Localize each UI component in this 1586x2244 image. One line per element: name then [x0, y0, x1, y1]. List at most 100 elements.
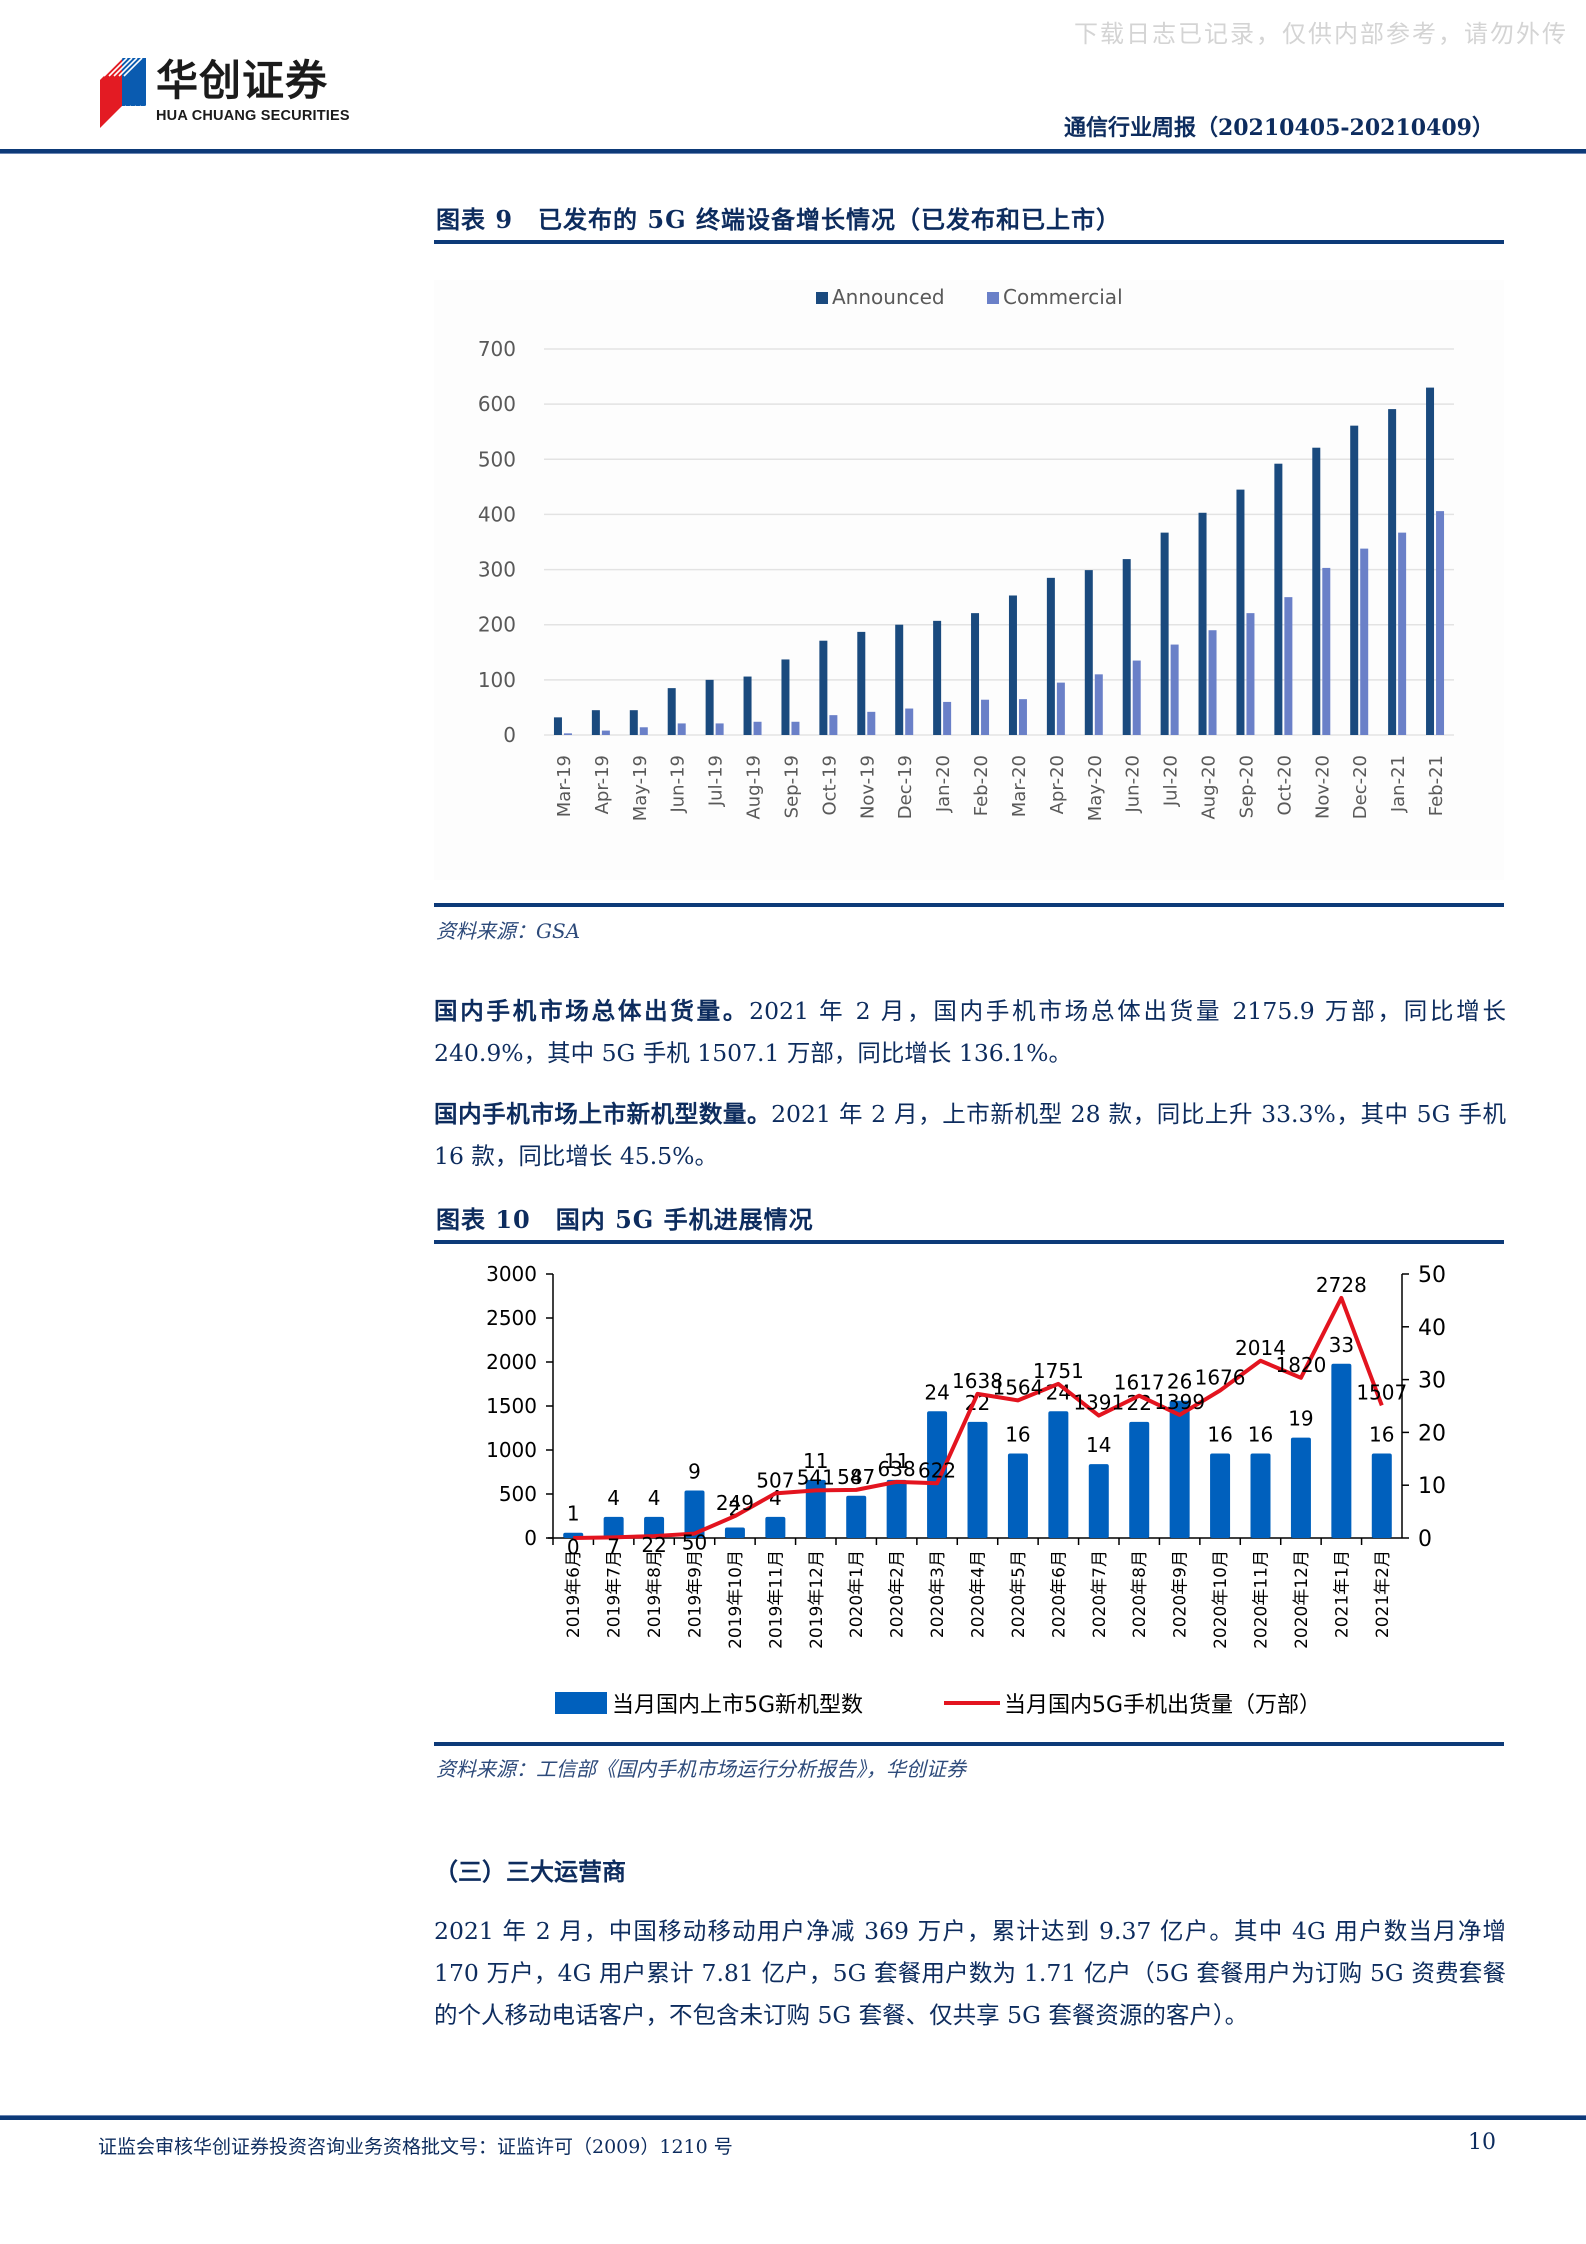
x-tick-label: Mar-20: [1009, 755, 1030, 817]
bar-commercial: [1170, 644, 1179, 735]
page-number: 10: [1468, 2130, 1496, 2155]
x-tick-label: Jul-20: [1161, 755, 1182, 807]
bar-announced: [1350, 425, 1359, 735]
paragraph-lead: 国内手机市场总体出货量。: [434, 997, 750, 1025]
bar-new-5g-models: [1250, 1453, 1271, 1538]
bar-commercial: [905, 708, 914, 735]
left-tick-label: 0: [524, 1526, 537, 1550]
bar-value-label: 9: [688, 1459, 701, 1483]
bar-new-5g-models: [1007, 1453, 1028, 1538]
bar-value-label: 16: [1207, 1423, 1232, 1447]
report-title: 通信行业周报（20210405-20210409）: [1063, 115, 1494, 141]
paragraph-operators: 2021 年 2 月，中国移动移动用户净减 369 万户，累计达到 9.37 亿…: [434, 1917, 1506, 2029]
x-tick-label: 2019年9月: [686, 1550, 706, 1638]
line-value-label: 1564: [992, 1375, 1043, 1399]
left-tick-label: 1500: [486, 1394, 537, 1418]
bar-announced: [1426, 387, 1435, 735]
company-logo: 华创证券 HUA CHUANG SECURITIES: [100, 56, 400, 130]
bar-commercial: [753, 721, 762, 735]
x-tick-label: Apr-20: [1047, 755, 1068, 814]
x-tick-label: Oct-19: [819, 755, 840, 816]
bar-announced: [1236, 489, 1245, 735]
figure-9-bar-chart: 0 100 200 300 400 500 600 700 Announced Commercia…: [434, 280, 1504, 880]
bar-announced: [1008, 595, 1017, 735]
line-value-label: 541: [797, 1465, 835, 1489]
bar-announced: [895, 624, 904, 735]
bar-announced: [1160, 532, 1169, 735]
figure-10-source: 资料来源：工信部《国内手机市场运行分析报告》，华创证券: [436, 1757, 966, 1781]
right-tick-label: 10: [1418, 1474, 1446, 1499]
x-tick-label: Jan-21: [1388, 755, 1409, 813]
bar-new-5g-models: [886, 1479, 907, 1538]
bar-announced: [933, 620, 942, 735]
bar-new-5g-models: [1048, 1411, 1069, 1538]
bar-announced: [1198, 512, 1207, 735]
line-value-label: 1391: [1073, 1391, 1124, 1415]
bar-announced: [553, 717, 562, 735]
x-tick-label: Apr-19: [592, 755, 613, 814]
line-value-label: 638: [878, 1457, 916, 1481]
line-value-label: 50: [682, 1531, 707, 1555]
bar-commercial: [639, 727, 648, 735]
bar-commercial: [1132, 660, 1141, 735]
logo-cube-icon: [100, 58, 146, 128]
x-tick-label: Feb-21: [1426, 755, 1447, 816]
watermark: 下载日志已记录，仅供内部参考，请勿外传: [1074, 20, 1568, 48]
y-tick-label: 200: [478, 613, 516, 637]
paragraph-new-models: 国内手机市场上市新机型数量。2021 年 2 月，上市新机型 28 款，同比上升…: [434, 1093, 1506, 1177]
x-tick-label: Mar-19: [554, 755, 575, 817]
bar-commercial: [981, 699, 990, 735]
line-value-label: 1751: [1033, 1359, 1084, 1383]
bar-commercial: [715, 723, 724, 735]
bar-announced: [819, 640, 828, 735]
footer-license: 证监会审核华创证券投资咨询业务资格批文号：证监许可（2009）1210 号: [98, 2136, 733, 2158]
section-title: （三）三大运营商: [434, 1857, 626, 1886]
legend-label-bar: 当月国内上市5G新机型数: [612, 1693, 863, 1718]
bar-commercial: [829, 715, 838, 735]
paragraph-lead: 国内手机市场上市新机型数量。: [434, 1100, 772, 1128]
figure-9-rule: [434, 240, 1504, 244]
y-tick-label: 300: [478, 558, 516, 582]
left-tick-label: 2000: [486, 1350, 537, 1374]
bar-new-5g-models: [1088, 1464, 1109, 1538]
line-value-label: 2014: [1235, 1336, 1286, 1360]
bar-value-label: 19: [1288, 1407, 1313, 1431]
bar-announced: [1046, 577, 1055, 735]
bar-new-5g-models: [1129, 1421, 1150, 1538]
bar-commercial: [943, 701, 952, 735]
logo-english-name: HUA CHUANG SECURITIES: [156, 108, 350, 124]
bar-commercial: [1284, 597, 1293, 735]
bar-announced: [1312, 447, 1321, 735]
x-tick-label: Dec-19: [895, 755, 916, 819]
bar-announced: [1122, 559, 1131, 735]
right-tick-label: 50: [1418, 1263, 1446, 1288]
bar-commercial: [791, 721, 800, 735]
bar-value-label: 26: [1167, 1370, 1192, 1394]
left-tick-label: 1000: [486, 1438, 537, 1462]
footer-divider: [0, 2115, 1586, 2120]
legend-label-line: 当月国内5G手机出货量（万部）: [1004, 1693, 1321, 1718]
paragraph-shipments: 国内手机市场总体出货量。2021 年 2 月，国内手机市场总体出货量 2175.…: [434, 990, 1506, 1074]
right-tick-label: 40: [1418, 1316, 1446, 1341]
line-value-label: 547: [837, 1465, 875, 1489]
legend-swatch-commercial: [987, 292, 999, 304]
y-tick-label: 600: [478, 392, 516, 416]
x-tick-label: May-19: [630, 755, 651, 821]
bar-value-label: 4: [648, 1486, 661, 1510]
bar-new-5g-models: [724, 1527, 745, 1538]
bar-new-5g-models: [967, 1421, 988, 1538]
line-value-label: 507: [756, 1468, 794, 1492]
y-tick-label: 700: [478, 337, 516, 361]
bar-value-label: 16: [1248, 1423, 1273, 1447]
header-divider: [0, 149, 1586, 154]
y-tick-label: 400: [478, 502, 516, 526]
figure-10-bottom-rule: [434, 1742, 1504, 1746]
bar-new-5g-models: [1290, 1437, 1311, 1538]
bar-announced: [781, 659, 790, 735]
paragraph-text: 2021 年 2 月，上市新机型 28 款，同比上升 33.3%，其中 5G 手…: [434, 1100, 1506, 1170]
bar-new-5g-models: [846, 1495, 867, 1538]
legend-label-announced: Announced: [832, 285, 945, 309]
bar-announced: [1388, 409, 1397, 735]
bar-announced: [857, 631, 866, 735]
legend-swatch-announced: [816, 292, 828, 304]
